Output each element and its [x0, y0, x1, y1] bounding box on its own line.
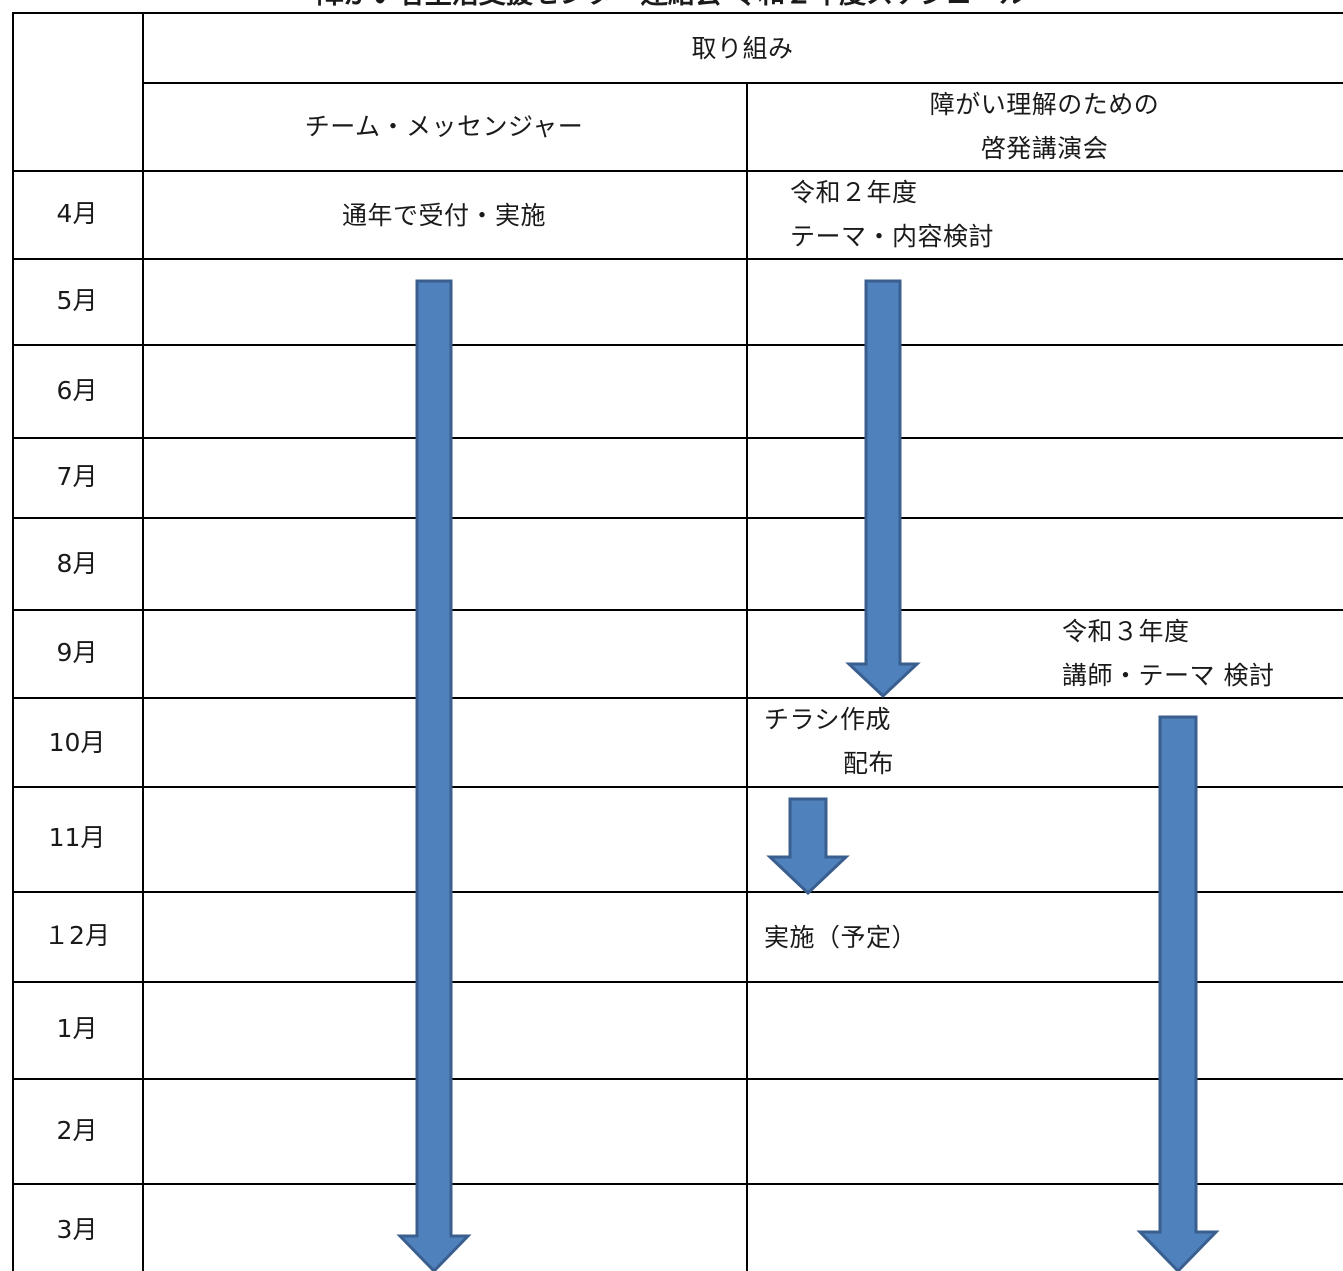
table-rule: [12, 891, 1343, 893]
flyer-note-line2: 配布: [843, 749, 895, 778]
r2-note-line2: テーマ・内容検討: [790, 222, 995, 251]
flyer-note-line1: チラシ作成: [764, 705, 892, 734]
r2-note-line1: 令和２年度: [790, 178, 918, 207]
table-rule: [12, 517, 1343, 519]
table-rule-header: [142, 82, 1343, 84]
month-label: 1月: [56, 1014, 98, 1043]
document-title: 障がい者生活支援センター連絡会 令和２年度スケジュール: [0, 0, 1343, 10]
table-rule: [12, 344, 1343, 346]
table-border-top: [12, 12, 1343, 14]
table-border-left: [12, 12, 14, 1271]
header-col-team-messenger: チーム・メッセンジャー: [304, 112, 584, 141]
r3-note-line1: 令和３年度: [1062, 617, 1190, 646]
down-arrow-flyer: [766, 797, 850, 896]
r3-note-line2: 講師・テーマ 検討: [1062, 661, 1275, 690]
month-label: 2月: [56, 1116, 98, 1145]
month-label: １2月: [44, 921, 110, 950]
month-label: 9月: [56, 638, 98, 667]
table-rule: [12, 981, 1343, 983]
month-label: 8月: [56, 549, 98, 578]
header-group-label: 取り組み: [691, 34, 794, 63]
month-label: 11月: [48, 823, 106, 852]
header-col-lecture-line1: 障がい理解のための: [929, 90, 1160, 119]
table-rule: [12, 170, 1343, 172]
down-arrow-r2-planning: [845, 279, 921, 699]
event-note: 実施（予定）: [764, 923, 918, 952]
table-rule: [12, 609, 1343, 611]
table-rule: [12, 258, 1343, 260]
table-rule: [12, 437, 1343, 439]
table-column-divider: [142, 12, 144, 1271]
header-col-lecture-line2: 啓発講演会: [980, 134, 1109, 163]
down-arrow-team-messenger: [396, 279, 472, 1271]
team-messenger-note: 通年で受付・実施: [341, 201, 546, 230]
month-label: 3月: [56, 1215, 98, 1244]
month-label: 6月: [56, 376, 98, 405]
month-label: 4月: [56, 199, 98, 228]
table-column-divider: [746, 82, 748, 1271]
table-rule: [12, 697, 1343, 699]
table-rule: [12, 786, 1343, 788]
table-rule: [12, 1078, 1343, 1080]
month-label: 7月: [56, 462, 98, 491]
table-rule: [12, 1183, 1343, 1185]
month-label: 5月: [56, 286, 98, 315]
down-arrow-r3-planning: [1136, 715, 1220, 1271]
month-label: 10月: [48, 728, 106, 757]
